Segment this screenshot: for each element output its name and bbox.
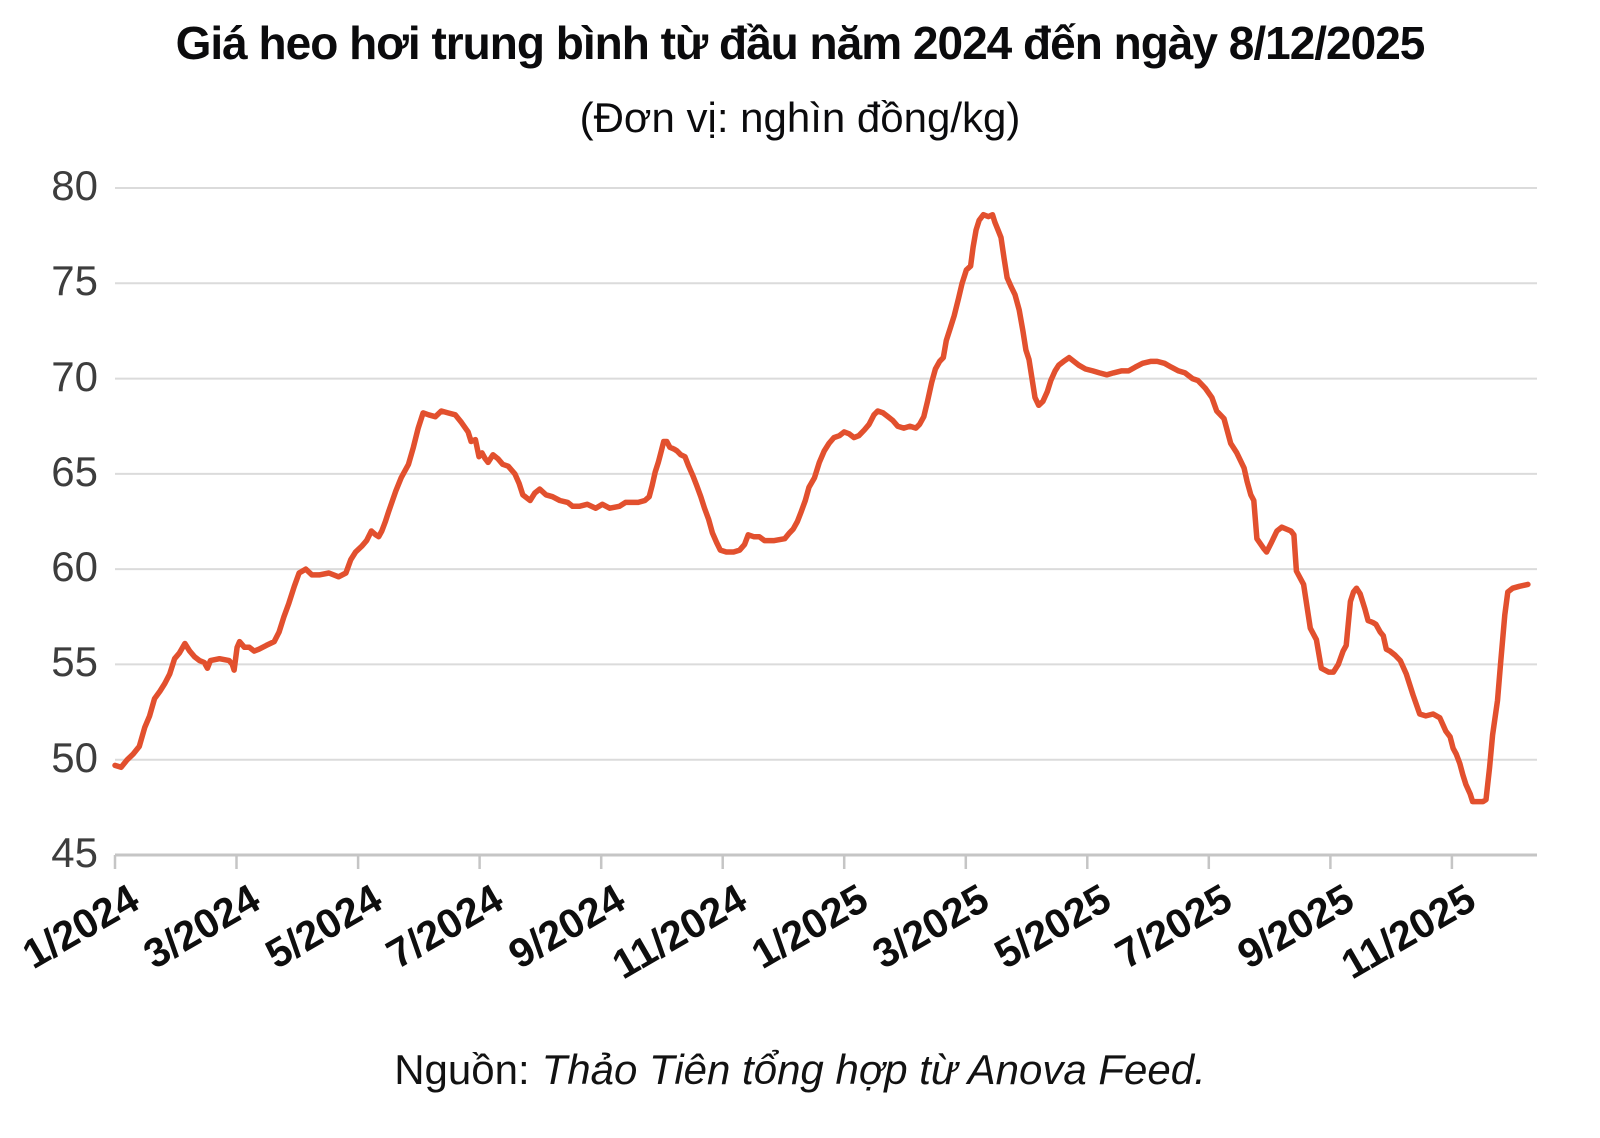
y-axis-tick-label: 60 [51,543,98,591]
y-axis-tick-label: 65 [51,447,98,495]
y-axis-tick-label: 45 [51,829,98,877]
y-axis-tick-label: 70 [51,352,98,400]
y-axis-tick-label: 50 [51,733,98,781]
source-note: Nguồn: Thảo Tiên tổng hợp từ Anova Feed. [0,1046,1600,1094]
y-axis-tick-label: 55 [51,638,98,686]
source-label: Nguồn: [394,1046,530,1093]
y-axis-tick-label: 75 [51,257,98,305]
chart-unit-subtitle: (Đơn vị: nghìn đồng/kg) [579,94,1021,141]
source-text: Thảo Tiên tổng hợp từ Anova Feed. [541,1046,1206,1093]
page-title: Giá heo hơi trung bình từ đầu năm 2024 đ… [175,17,1426,69]
y-axis-tick-label: 80 [51,162,98,210]
price-series-line [112,211,1531,805]
